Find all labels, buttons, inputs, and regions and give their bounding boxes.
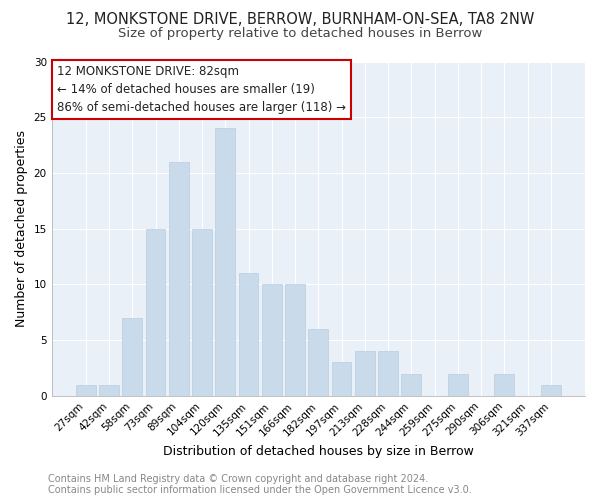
Bar: [76, 384, 95, 396]
Text: 12 MONKSTONE DRIVE: 82sqm
← 14% of detached houses are smaller (19)
86% of semi-: 12 MONKSTONE DRIVE: 82sqm ← 14% of detac…: [57, 65, 346, 114]
Bar: [494, 374, 514, 396]
Bar: [541, 384, 561, 396]
Bar: [192, 228, 212, 396]
Y-axis label: Number of detached properties: Number of detached properties: [15, 130, 28, 327]
Bar: [401, 374, 421, 396]
Bar: [122, 318, 142, 396]
Text: Size of property relative to detached houses in Berrow: Size of property relative to detached ho…: [118, 28, 482, 40]
X-axis label: Distribution of detached houses by size in Berrow: Distribution of detached houses by size …: [163, 444, 474, 458]
Text: Contains public sector information licensed under the Open Government Licence v3: Contains public sector information licen…: [48, 485, 472, 495]
Bar: [355, 352, 375, 396]
Bar: [239, 273, 259, 396]
Bar: [378, 352, 398, 396]
Text: 12, MONKSTONE DRIVE, BERROW, BURNHAM-ON-SEA, TA8 2NW: 12, MONKSTONE DRIVE, BERROW, BURNHAM-ON-…: [66, 12, 534, 28]
Bar: [99, 384, 119, 396]
Bar: [448, 374, 468, 396]
Bar: [285, 284, 305, 396]
Bar: [332, 362, 352, 396]
Bar: [262, 284, 282, 396]
Bar: [308, 329, 328, 396]
Bar: [215, 128, 235, 396]
Bar: [146, 228, 166, 396]
Bar: [169, 162, 188, 396]
Text: Contains HM Land Registry data © Crown copyright and database right 2024.: Contains HM Land Registry data © Crown c…: [48, 474, 428, 484]
